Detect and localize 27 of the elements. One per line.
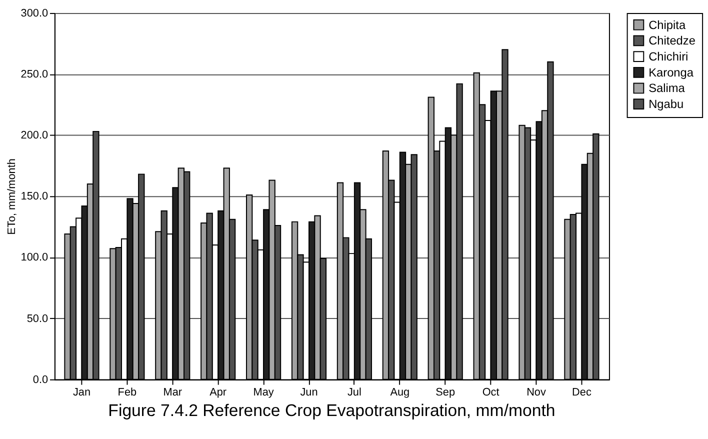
x-tick-label: May	[253, 386, 274, 399]
y-tick-label: 300.0	[20, 7, 48, 20]
y-tick-label: 100.0	[20, 252, 48, 264]
legend-label: Chipita	[648, 18, 686, 32]
y-tick-label: 50.0	[26, 312, 48, 325]
text: Figure 7.4.2 Reference Crop Evapotranspiration, mm/month	[108, 400, 556, 420]
x-tick-label: Apr	[210, 386, 227, 399]
x-tick-label: Jul	[347, 386, 362, 399]
x-tick-label: Feb	[118, 386, 137, 399]
legend-label: Salima	[648, 81, 686, 96]
x-tick-label: Dec	[572, 386, 592, 399]
y-tick-label: 250.0	[20, 68, 48, 81]
x-tick-label: Jan	[72, 386, 91, 399]
legend-label: Karonga	[648, 65, 694, 80]
y-axis-title: ETo, mm/month	[6, 158, 18, 235]
legend-label: Chichiri	[648, 50, 688, 64]
x-tick-label: Jun	[300, 386, 318, 399]
x-tick-label: Mar	[163, 386, 182, 399]
y-tick-label: 0.0	[32, 374, 48, 386]
x-tick-label: Aug	[390, 386, 410, 399]
x-tick-label: Sep	[436, 386, 456, 399]
x-tick-label: Oct	[482, 386, 500, 399]
legend-label: Chitedze	[648, 34, 696, 48]
x-tick-label: Nov	[526, 386, 546, 399]
y-tick-label: 200.0	[20, 130, 48, 142]
legend-label: Ngabu	[648, 97, 684, 112]
y-tick-label: 150.0	[20, 190, 48, 203]
